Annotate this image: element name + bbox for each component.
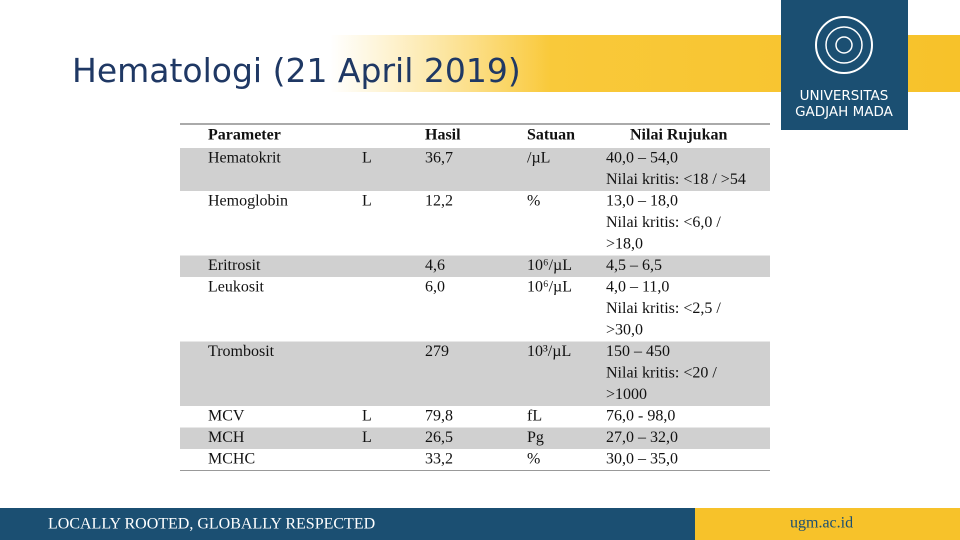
table-cell: 10³/µL bbox=[527, 343, 571, 360]
table-cell: % bbox=[527, 192, 540, 209]
table-cell: Hemoglobin bbox=[208, 192, 288, 209]
table-cell: L bbox=[362, 192, 372, 209]
table-cell: >1000 bbox=[606, 386, 647, 403]
table-cell: L bbox=[362, 429, 372, 446]
table-cell: 76,0 - 98,0 bbox=[606, 407, 675, 424]
footer-bar bbox=[0, 508, 695, 540]
column-header: Nilai Rujukan bbox=[630, 127, 727, 144]
footer-url: ugm.ac.id bbox=[790, 515, 853, 532]
table-cell: 33,2 bbox=[425, 450, 453, 467]
table-cell: fL bbox=[527, 407, 542, 424]
table-cell: L bbox=[362, 407, 372, 424]
table-cell: Pg bbox=[527, 429, 544, 446]
row-shade bbox=[180, 148, 770, 191]
table-cell: MCHC bbox=[208, 450, 255, 467]
logo: UNIVERSITAS GADJAH MADA bbox=[781, 0, 908, 130]
table-cell: 40,0 – 54,0 bbox=[606, 149, 678, 166]
table-cell: 79,8 bbox=[425, 407, 453, 424]
column-header: Parameter bbox=[208, 127, 281, 144]
table-cell: Hematokrit bbox=[208, 149, 281, 166]
table-cell: /µL bbox=[527, 149, 550, 166]
table-cell: 6,0 bbox=[425, 278, 445, 295]
table-cell: 4,6 bbox=[425, 257, 445, 274]
table-cell: 13,0 – 18,0 bbox=[606, 192, 678, 209]
table-cell: Nilai kritis: <6,0 / bbox=[606, 214, 721, 231]
table-cell: 26,5 bbox=[425, 429, 453, 446]
table-cell: 27,0 – 32,0 bbox=[606, 429, 678, 446]
column-header: Satuan bbox=[527, 127, 575, 144]
table-cell: 150 – 450 bbox=[606, 343, 670, 360]
table-cell: 36,7 bbox=[425, 149, 453, 166]
table-cell: % bbox=[527, 450, 540, 467]
table-cell: 12,2 bbox=[425, 192, 453, 209]
table-cell: Nilai kritis: <20 / bbox=[606, 364, 717, 381]
row-shade bbox=[180, 427, 770, 449]
table-cell: >18,0 bbox=[606, 235, 643, 252]
table-cell: >30,0 bbox=[606, 321, 643, 338]
slide-title: Hematologi (21 April 2019) bbox=[72, 51, 521, 90]
table-cell: Nilai kritis: <18 / >54 bbox=[606, 171, 746, 188]
row-shade bbox=[180, 341, 770, 406]
table-cell: 10⁶/µL bbox=[527, 257, 572, 274]
table-cell: Nilai kritis: <2,5 / bbox=[606, 300, 721, 317]
table-cell: 4,0 – 11,0 bbox=[606, 278, 669, 295]
table-cell: Leukosit bbox=[208, 278, 265, 295]
table-cell: L bbox=[362, 149, 372, 166]
column-header: Hasil bbox=[425, 127, 461, 144]
row-shade bbox=[180, 255, 770, 277]
logo-text: GADJAH MADA bbox=[795, 104, 894, 120]
logo-text: UNIVERSITAS bbox=[800, 88, 889, 104]
table-cell: Trombosit bbox=[208, 343, 275, 360]
footer-accent bbox=[695, 508, 960, 540]
table-cell: 4,5 – 6,5 bbox=[606, 257, 662, 274]
table-cell: MCV bbox=[208, 407, 245, 424]
table-cell: 30,0 – 35,0 bbox=[606, 450, 678, 467]
table-cell: Eritrosit bbox=[208, 257, 261, 274]
table-cell: 10⁶/µL bbox=[527, 278, 572, 295]
footer-tagline: LOCALLY ROOTED, GLOBALLY RESPECTED bbox=[48, 516, 375, 533]
table: Parameter Hasil Satuan Nilai Rujukan Hematok… bbox=[180, 123, 770, 471]
table-cell: MCH bbox=[208, 429, 245, 446]
table-cell: 279 bbox=[425, 343, 449, 360]
